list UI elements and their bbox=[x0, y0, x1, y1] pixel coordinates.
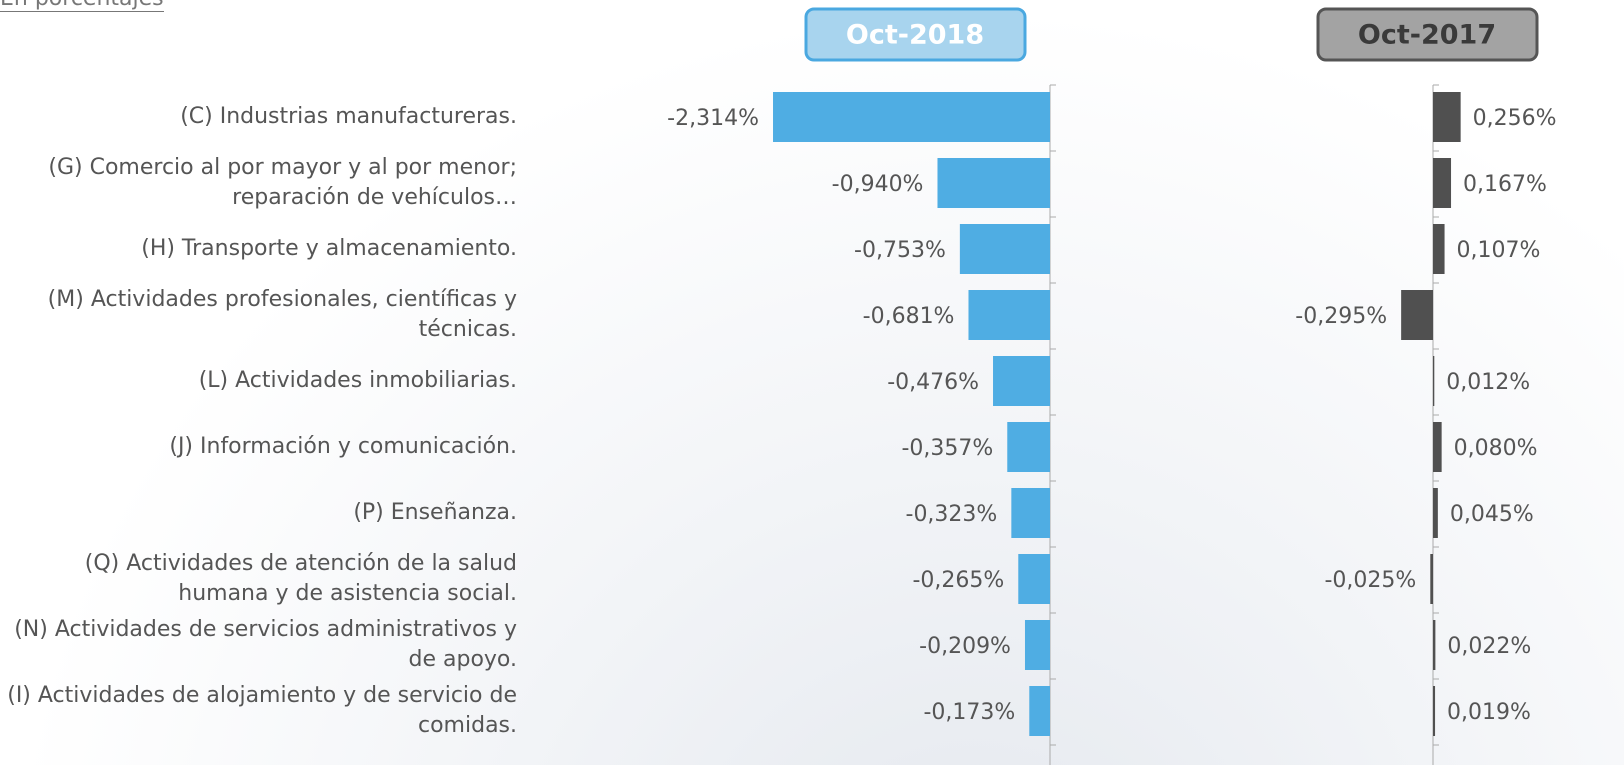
bar bbox=[959, 224, 1050, 274]
chart-title: Oct-2018 bbox=[846, 20, 984, 51]
value-label: 0,019% bbox=[1447, 700, 1531, 725]
bar bbox=[1007, 422, 1050, 472]
header-box bbox=[804, 7, 1027, 62]
value-label: -0,209% bbox=[919, 634, 1011, 659]
bar bbox=[1433, 620, 1436, 670]
bar bbox=[993, 356, 1050, 406]
value-label: -0,940% bbox=[832, 172, 924, 197]
bar bbox=[773, 92, 1050, 142]
category-label: (N) Actividades de servicios administrat… bbox=[14, 617, 517, 672]
value-label: 0,167% bbox=[1463, 172, 1547, 197]
bar bbox=[1433, 158, 1452, 208]
bar bbox=[1024, 620, 1050, 670]
category-label: (H) Transporte y almacenamiento. bbox=[141, 236, 517, 261]
bar bbox=[1433, 686, 1436, 736]
value-label: -0,025% bbox=[1324, 568, 1416, 593]
value-label: -0,173% bbox=[923, 700, 1015, 725]
value-label: -0,295% bbox=[1295, 304, 1387, 329]
category-label: (M) Actividades profesionales, científic… bbox=[47, 287, 517, 342]
bar bbox=[1011, 488, 1050, 538]
category-label: (C) Industrias manufactureras. bbox=[180, 104, 517, 129]
chart-title: Oct-2017 bbox=[1358, 20, 1496, 51]
bar bbox=[1433, 224, 1445, 274]
header-box bbox=[1316, 7, 1539, 62]
bar bbox=[1018, 554, 1050, 604]
category-label: (J) Información y comunicación. bbox=[169, 434, 517, 459]
bar bbox=[1401, 290, 1433, 340]
category-label: (I) Actividades de alojamiento y de serv… bbox=[7, 683, 517, 738]
value-label: 0,107% bbox=[1457, 238, 1541, 263]
value-label: -0,265% bbox=[912, 568, 1004, 593]
value-label: -0,323% bbox=[906, 502, 998, 527]
note: En porcentajes bbox=[0, 0, 164, 12]
category-label: (L) Actividades inmobiliarias. bbox=[198, 368, 517, 393]
value-label: -0,476% bbox=[887, 370, 979, 395]
value-label: -0,357% bbox=[901, 436, 993, 461]
bar bbox=[937, 158, 1050, 208]
value-label: 0,012% bbox=[1446, 370, 1530, 395]
value-label: -0,753% bbox=[854, 238, 946, 263]
value-label: 0,045% bbox=[1450, 502, 1534, 527]
bar bbox=[1433, 92, 1461, 142]
category-label: (G) Comercio al por mayor y al por menor… bbox=[48, 155, 517, 210]
value-label: -0,681% bbox=[863, 304, 955, 329]
value-label: 0,256% bbox=[1473, 106, 1557, 131]
bar bbox=[1029, 686, 1050, 736]
value-label: 0,080% bbox=[1454, 436, 1538, 461]
value-label: -2,314% bbox=[667, 106, 759, 131]
bar bbox=[1433, 422, 1442, 472]
category-label: (Q) Actividades de atención de la salud … bbox=[84, 551, 517, 606]
value-label: 0,022% bbox=[1447, 634, 1531, 659]
category-label: (P) Enseñanza. bbox=[353, 500, 517, 525]
bar bbox=[968, 290, 1050, 340]
bar bbox=[1430, 554, 1433, 604]
bar bbox=[1433, 356, 1435, 406]
bar bbox=[1433, 488, 1438, 538]
